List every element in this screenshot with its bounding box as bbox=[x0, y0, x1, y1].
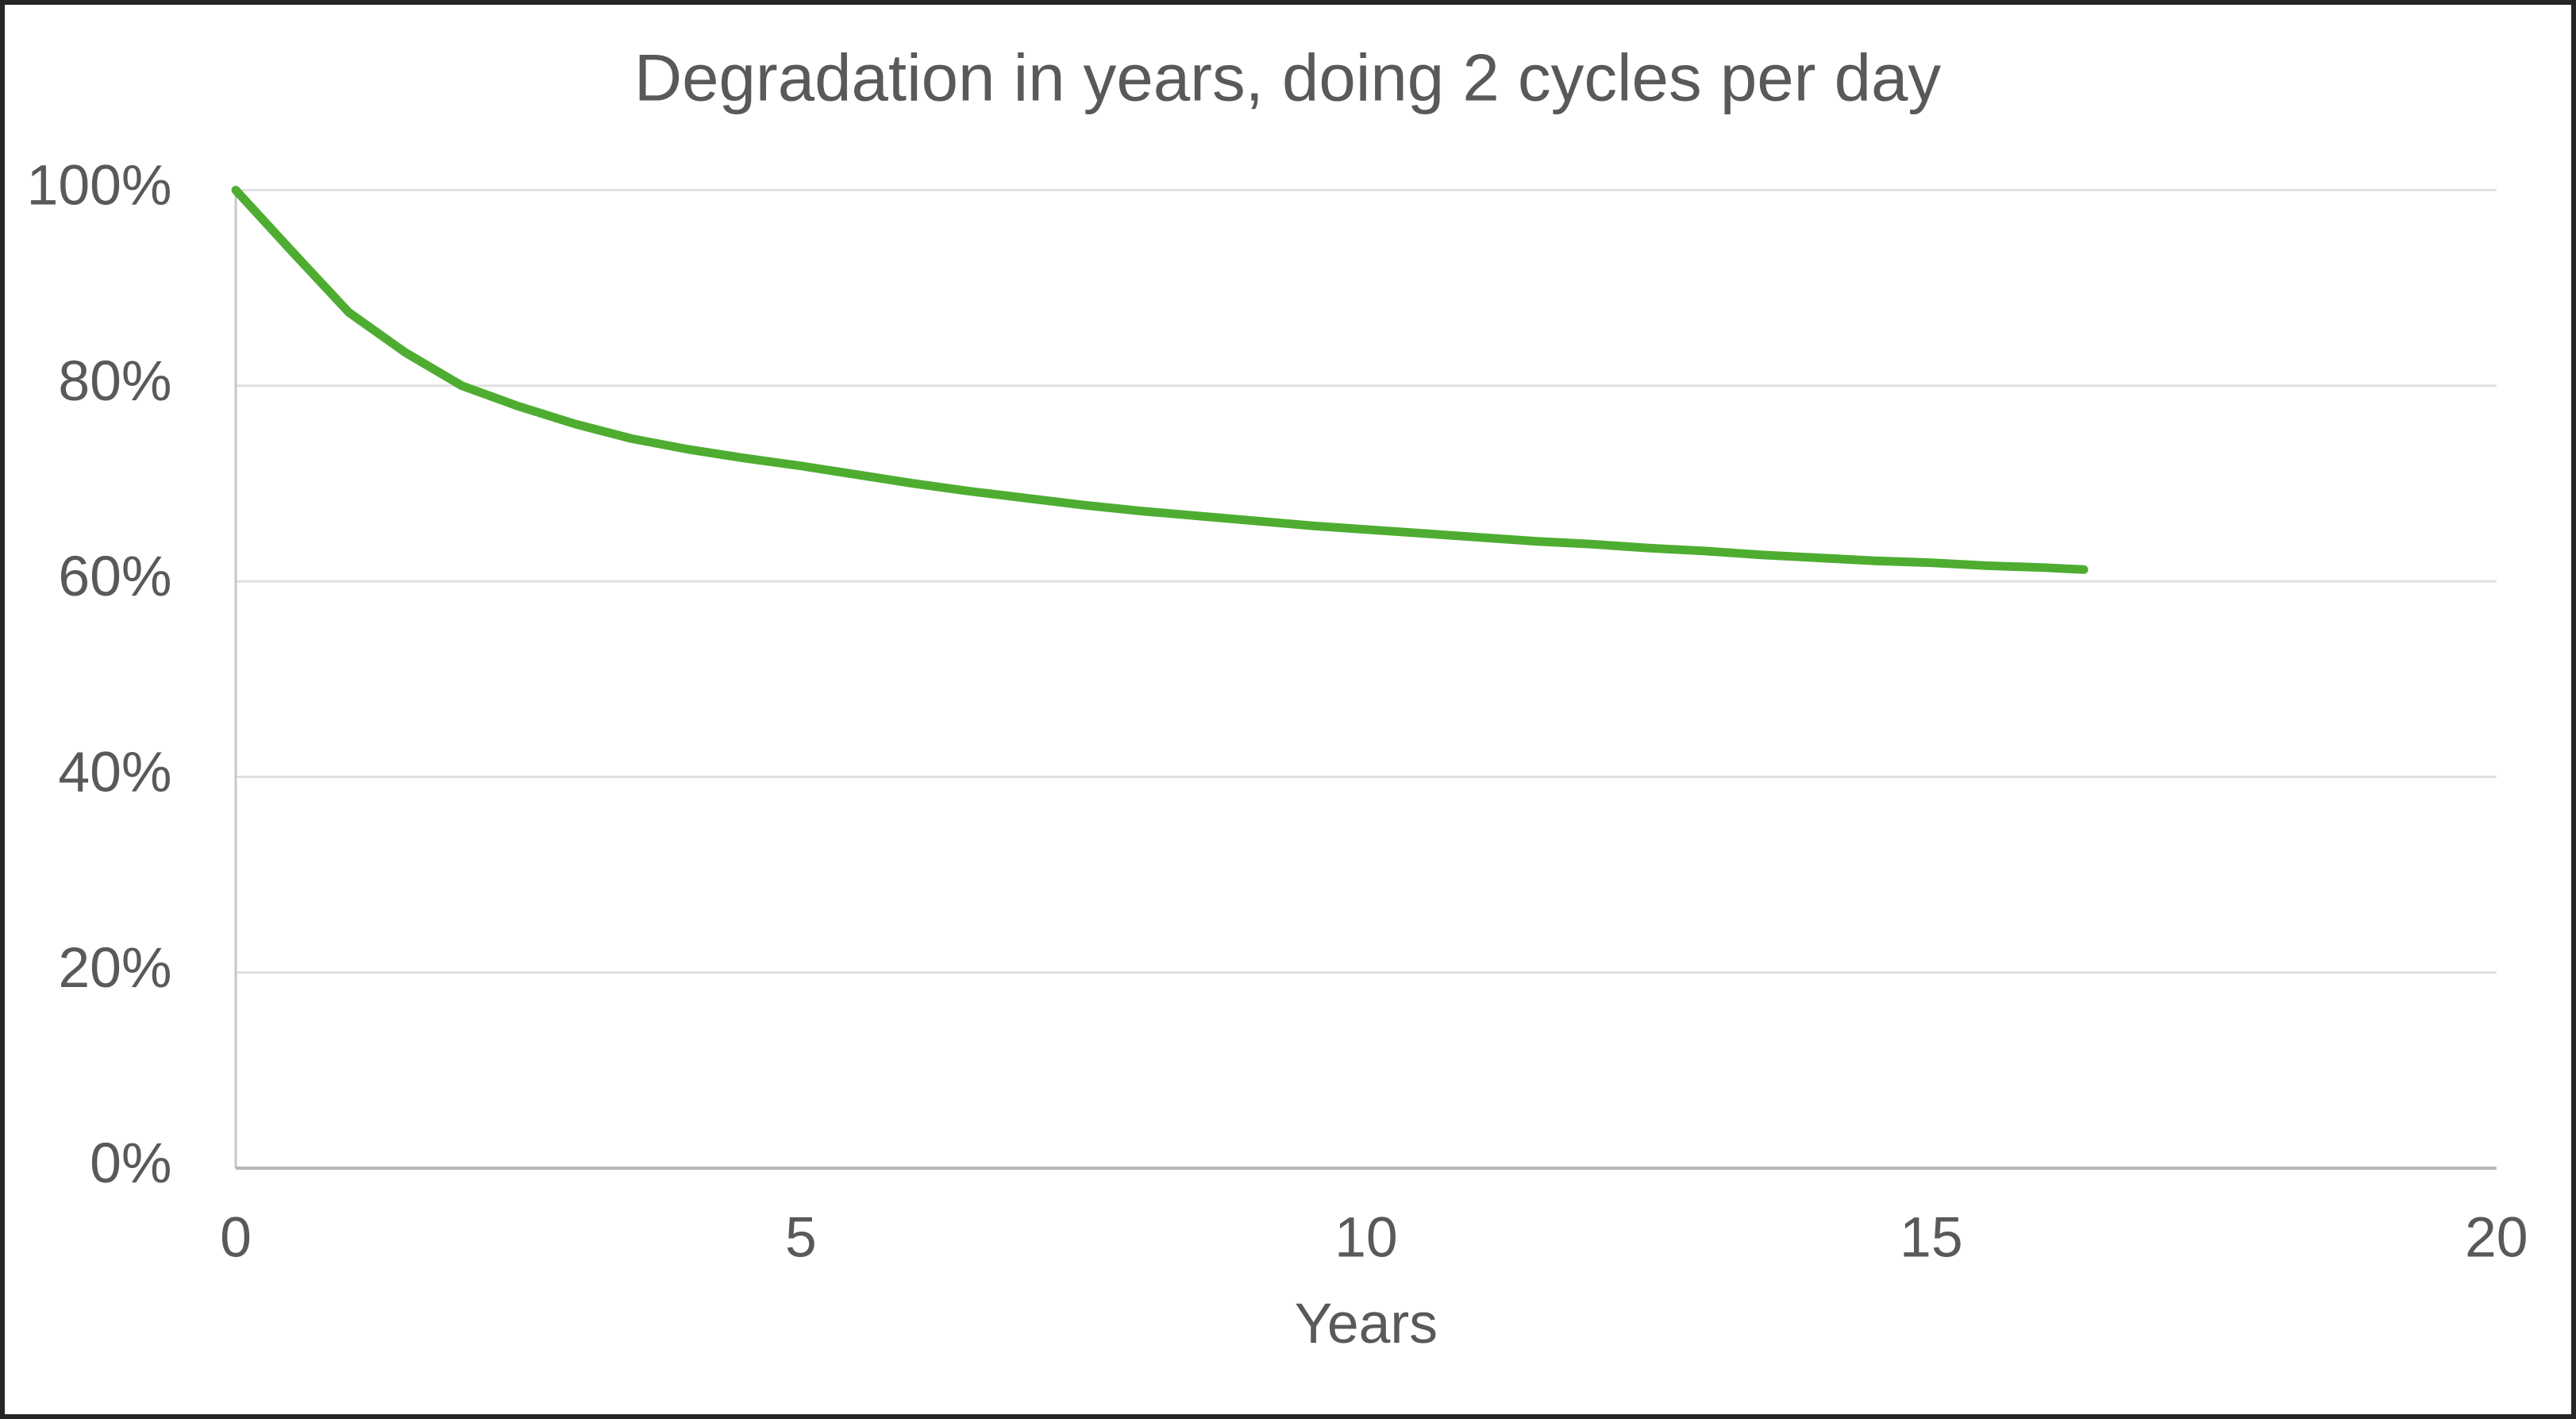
x-tick-10: 10 bbox=[1334, 1206, 1398, 1270]
line-chart: Degradation in years, doing 2 cycles per… bbox=[27, 40, 2528, 1355]
y-tick-labels: 100% 80% 60% 40% 20% 0% bbox=[27, 153, 172, 1195]
x-tick-20: 20 bbox=[2465, 1206, 2528, 1270]
degradation-line bbox=[231, 185, 2089, 574]
x-axis-title: Years bbox=[1295, 1292, 1438, 1355]
x-tick-15: 15 bbox=[1900, 1206, 1963, 1270]
chart-title: Degradation in years, doing 2 cycles per… bbox=[634, 40, 1941, 114]
y-tick-80: 80% bbox=[58, 349, 171, 413]
y-tick-40: 40% bbox=[58, 740, 171, 804]
x-tick-0: 0 bbox=[220, 1206, 252, 1270]
x-tick-5: 5 bbox=[785, 1206, 817, 1270]
y-tick-100: 100% bbox=[27, 153, 172, 217]
y-tick-20: 20% bbox=[58, 936, 171, 1000]
x-tick-labels: 0 5 10 15 20 bbox=[220, 1206, 2528, 1270]
gridlines bbox=[235, 188, 2497, 974]
y-tick-0: 0% bbox=[90, 1132, 171, 1195]
y-tick-60: 60% bbox=[58, 545, 171, 608]
